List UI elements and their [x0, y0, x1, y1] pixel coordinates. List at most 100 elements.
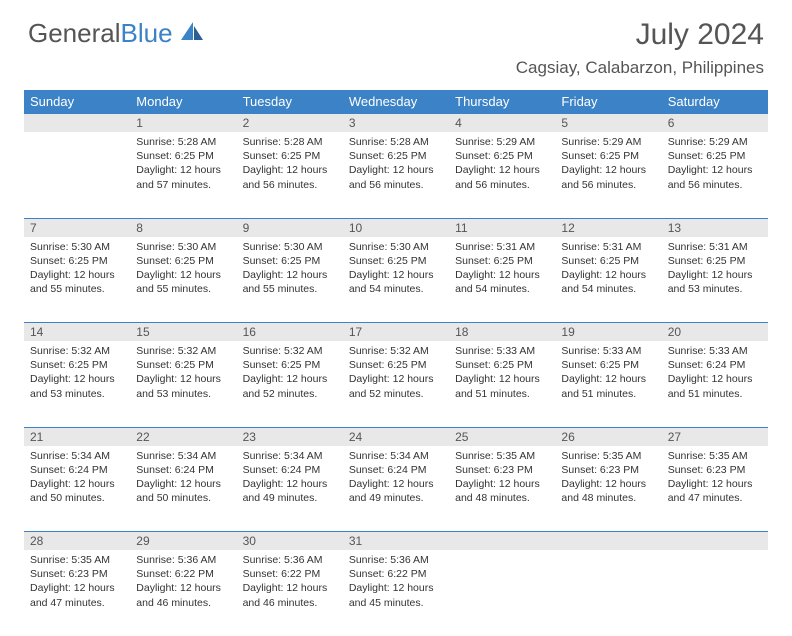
daylight-text: and 57 minutes.: [136, 178, 230, 192]
weekday-header-row: Sunday Monday Tuesday Wednesday Thursday…: [24, 90, 768, 114]
day-number: 22: [130, 427, 236, 446]
sunset-text: Sunset: 6:25 PM: [349, 149, 443, 163]
sunrise-text: Sunrise: 5:32 AM: [30, 344, 124, 358]
day-cell: Sunrise: 5:34 AMSunset: 6:24 PMDaylight:…: [24, 446, 130, 532]
sunset-text: Sunset: 6:24 PM: [30, 463, 124, 477]
day-number: [449, 532, 555, 551]
day-cell: Sunrise: 5:28 AMSunset: 6:25 PMDaylight:…: [343, 132, 449, 218]
sunset-text: Sunset: 6:23 PM: [455, 463, 549, 477]
sunset-text: Sunset: 6:25 PM: [668, 149, 762, 163]
daylight-text: and 51 minutes.: [561, 387, 655, 401]
logo-part2: Blue: [121, 18, 173, 48]
sunrise-text: Sunrise: 5:28 AM: [243, 135, 337, 149]
sunset-text: Sunset: 6:23 PM: [561, 463, 655, 477]
daylight-text: Daylight: 12 hours: [243, 372, 337, 386]
sunrise-text: Sunrise: 5:29 AM: [561, 135, 655, 149]
sunrise-text: Sunrise: 5:36 AM: [136, 553, 230, 567]
day-number: 31: [343, 532, 449, 551]
sunrise-text: Sunrise: 5:32 AM: [349, 344, 443, 358]
day-number: 6: [662, 114, 768, 133]
day-cell: Sunrise: 5:35 AMSunset: 6:23 PMDaylight:…: [662, 446, 768, 532]
daylight-text: and 54 minutes.: [455, 282, 549, 296]
header: GeneralBlue July 2024 Cagsiay, Calabarzo…: [0, 0, 792, 78]
day-number: 26: [555, 427, 661, 446]
day-cell: Sunrise: 5:30 AMSunset: 6:25 PMDaylight:…: [343, 237, 449, 323]
sunrise-text: Sunrise: 5:34 AM: [349, 449, 443, 463]
day-number: 13: [662, 218, 768, 237]
day-number: 30: [237, 532, 343, 551]
sunrise-text: Sunrise: 5:36 AM: [349, 553, 443, 567]
day-cell: Sunrise: 5:28 AMSunset: 6:25 PMDaylight:…: [130, 132, 236, 218]
daylight-text: and 54 minutes.: [349, 282, 443, 296]
day-cell: Sunrise: 5:35 AMSunset: 6:23 PMDaylight:…: [449, 446, 555, 532]
day-number: 1: [130, 114, 236, 133]
day-cell: Sunrise: 5:31 AMSunset: 6:25 PMDaylight:…: [662, 237, 768, 323]
day-cell: Sunrise: 5:35 AMSunset: 6:23 PMDaylight:…: [555, 446, 661, 532]
daylight-text: Daylight: 12 hours: [668, 477, 762, 491]
day-number: 8: [130, 218, 236, 237]
daylight-text: Daylight: 12 hours: [243, 581, 337, 595]
daylight-text: Daylight: 12 hours: [561, 268, 655, 282]
day-cell: [449, 550, 555, 636]
sunrise-text: Sunrise: 5:31 AM: [455, 240, 549, 254]
day-cell: Sunrise: 5:34 AMSunset: 6:24 PMDaylight:…: [343, 446, 449, 532]
calendar-table: Sunday Monday Tuesday Wednesday Thursday…: [24, 90, 768, 636]
daylight-text: and 45 minutes.: [349, 596, 443, 610]
sunrise-text: Sunrise: 5:35 AM: [455, 449, 549, 463]
sunset-text: Sunset: 6:24 PM: [349, 463, 443, 477]
day-number: [662, 532, 768, 551]
daylight-text: and 49 minutes.: [349, 491, 443, 505]
sunset-text: Sunset: 6:24 PM: [668, 358, 762, 372]
daylight-text: Daylight: 12 hours: [455, 163, 549, 177]
sunset-text: Sunset: 6:25 PM: [668, 254, 762, 268]
weekday-header: Saturday: [662, 90, 768, 114]
sunrise-text: Sunrise: 5:35 AM: [668, 449, 762, 463]
sunset-text: Sunset: 6:25 PM: [30, 254, 124, 268]
daylight-text: and 53 minutes.: [136, 387, 230, 401]
day-number: 10: [343, 218, 449, 237]
daylight-text: and 48 minutes.: [561, 491, 655, 505]
sunset-text: Sunset: 6:25 PM: [455, 149, 549, 163]
daylight-text: Daylight: 12 hours: [349, 477, 443, 491]
day-number: 14: [24, 323, 130, 342]
day-cell: [24, 132, 130, 218]
day-number: 12: [555, 218, 661, 237]
day-number: 4: [449, 114, 555, 133]
logo: GeneralBlue: [28, 18, 205, 49]
day-cell: [555, 550, 661, 636]
day-cell: Sunrise: 5:34 AMSunset: 6:24 PMDaylight:…: [130, 446, 236, 532]
month-title: July 2024: [516, 18, 764, 52]
daylight-text: and 56 minutes.: [243, 178, 337, 192]
weekday-header: Thursday: [449, 90, 555, 114]
day-number: 9: [237, 218, 343, 237]
sunrise-text: Sunrise: 5:34 AM: [136, 449, 230, 463]
day-cell: Sunrise: 5:36 AMSunset: 6:22 PMDaylight:…: [130, 550, 236, 636]
daylight-text: and 46 minutes.: [243, 596, 337, 610]
daylight-text: Daylight: 12 hours: [455, 268, 549, 282]
daylight-text: and 50 minutes.: [30, 491, 124, 505]
day-cell: Sunrise: 5:32 AMSunset: 6:25 PMDaylight:…: [343, 341, 449, 427]
detail-row: Sunrise: 5:30 AMSunset: 6:25 PMDaylight:…: [24, 237, 768, 323]
daylight-text: Daylight: 12 hours: [30, 268, 124, 282]
sunrise-text: Sunrise: 5:34 AM: [243, 449, 337, 463]
daylight-text: and 54 minutes.: [561, 282, 655, 296]
daylight-text: Daylight: 12 hours: [455, 372, 549, 386]
day-number: 3: [343, 114, 449, 133]
daylight-text: and 46 minutes.: [136, 596, 230, 610]
daylight-text: and 52 minutes.: [349, 387, 443, 401]
day-number: 28: [24, 532, 130, 551]
sunset-text: Sunset: 6:25 PM: [455, 358, 549, 372]
daylight-text: Daylight: 12 hours: [561, 477, 655, 491]
daylight-text: and 56 minutes.: [349, 178, 443, 192]
weekday-header: Sunday: [24, 90, 130, 114]
logo-part1: General: [28, 18, 121, 48]
day-number: 25: [449, 427, 555, 446]
daylight-text: and 47 minutes.: [30, 596, 124, 610]
sunset-text: Sunset: 6:25 PM: [561, 254, 655, 268]
sunset-text: Sunset: 6:25 PM: [136, 254, 230, 268]
day-number: 17: [343, 323, 449, 342]
sunset-text: Sunset: 6:25 PM: [349, 254, 443, 268]
day-number: 5: [555, 114, 661, 133]
sunset-text: Sunset: 6:24 PM: [136, 463, 230, 477]
weekday-header: Monday: [130, 90, 236, 114]
